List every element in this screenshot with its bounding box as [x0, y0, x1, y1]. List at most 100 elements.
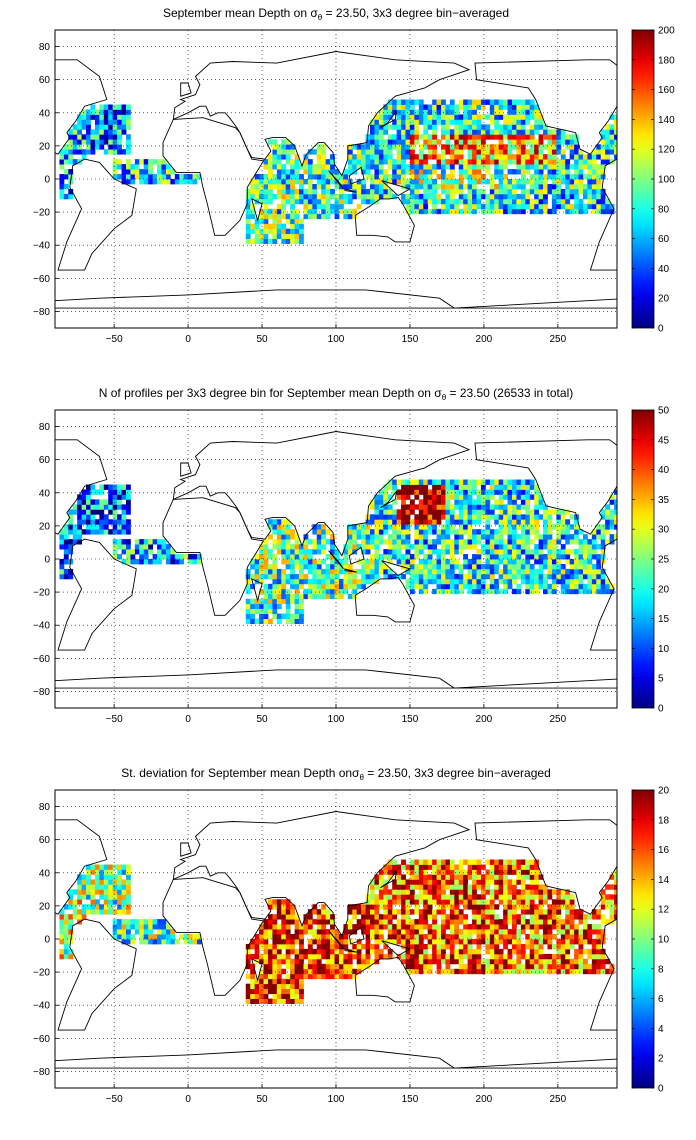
heatmap-cell [441, 934, 446, 940]
heatmap-cell [427, 134, 433, 140]
y-tick-label: 80 [39, 42, 51, 53]
heatmap-cell [387, 953, 393, 960]
heatmap-cell [480, 884, 486, 890]
heatmap-cell [157, 929, 162, 935]
heatmap-cell [569, 583, 575, 590]
heatmap-cell [276, 953, 282, 960]
heatmap-cell [511, 524, 517, 530]
heatmap-cell [432, 953, 437, 960]
heatmap-cell [378, 499, 384, 505]
heatmap-cell [449, 904, 455, 910]
heatmap-cell [449, 524, 455, 530]
heatmap-cell [485, 169, 491, 175]
heatmap-cell [445, 179, 451, 185]
heatmap-cell [330, 958, 335, 965]
heatmap-cell [276, 993, 282, 999]
heatmap-cell [467, 889, 473, 895]
heatmap-cell [161, 939, 167, 945]
heatmap-cell [272, 978, 278, 985]
heatmap-cell [59, 559, 65, 565]
heatmap-cell [392, 864, 398, 870]
heatmap-cell [569, 193, 575, 200]
heatmap-cell [556, 203, 562, 210]
x-tick-label: 250 [549, 1094, 566, 1105]
heatmap-cell [316, 588, 322, 595]
heatmap-cell [516, 583, 522, 590]
heatmap-cell [285, 973, 291, 980]
coastline-8 [348, 166, 365, 185]
heatmap-cell [458, 879, 464, 885]
heatmap-cell [250, 203, 256, 210]
heatmap-cell [472, 198, 477, 205]
heatmap-cell [383, 899, 389, 905]
heatmap-cell [170, 559, 176, 565]
heatmap-cell [578, 539, 584, 545]
heatmap-cell [290, 958, 295, 965]
heatmap-cell [343, 559, 349, 565]
heatmap-cell [285, 988, 291, 995]
heatmap-cell [551, 509, 557, 515]
heatmap-cell [463, 879, 469, 885]
heatmap-cell [365, 904, 371, 910]
heatmap-cell [596, 174, 602, 180]
heatmap-cell [467, 169, 473, 175]
heatmap-cell [103, 504, 109, 510]
heatmap-cell [511, 948, 517, 955]
heatmap-cell [458, 963, 464, 970]
heatmap-cell [254, 934, 260, 940]
heatmap-cell [392, 879, 398, 885]
heatmap-cell [441, 544, 446, 550]
heatmap-cell [285, 934, 291, 940]
heatmap-cell [316, 164, 322, 170]
heatmap-cell [520, 874, 526, 880]
heatmap-cell [436, 539, 442, 545]
heatmap-cell [467, 864, 473, 870]
heatmap-cell [591, 909, 597, 915]
heatmap-cell [72, 889, 78, 895]
heatmap-cell [494, 929, 500, 935]
heatmap-cell [507, 104, 513, 110]
heatmap-cell [503, 554, 508, 560]
heatmap-cell [285, 188, 291, 195]
heatmap-cell [117, 924, 122, 930]
heatmap-cell [520, 924, 526, 930]
heatmap-cell [276, 213, 282, 220]
heatmap-cell [534, 489, 540, 495]
heatmap-cell [418, 588, 424, 595]
heatmap-cell [511, 169, 517, 175]
heatmap-cell [409, 929, 415, 935]
heatmap-cell [494, 963, 500, 970]
heatmap-cell [458, 914, 464, 920]
heatmap-cell [338, 939, 344, 945]
heatmap-cell [600, 208, 606, 215]
heatmap-cell [578, 179, 584, 185]
heatmap-cell [307, 198, 313, 205]
heatmap-cell [520, 188, 526, 195]
heatmap-cell [427, 139, 433, 145]
heatmap-cell [325, 948, 331, 955]
heatmap-cell [312, 973, 318, 980]
heatmap-cell [520, 144, 526, 150]
heatmap-cell [307, 948, 313, 955]
heatmap-cell [325, 529, 331, 535]
heatmap-cell [405, 144, 411, 150]
heatmap-cell [498, 109, 504, 115]
heatmap-cell [529, 203, 535, 210]
heatmap-cell [432, 164, 437, 170]
heatmap-cell [254, 983, 260, 990]
heatmap-cell [303, 159, 309, 165]
heatmap-cell [276, 613, 282, 619]
heatmap-cell [449, 864, 455, 870]
heatmap-cell [534, 494, 540, 500]
heatmap-cell [511, 119, 517, 125]
heatmap-cell [94, 864, 100, 870]
heatmap-cell [467, 539, 473, 545]
heatmap-cell [276, 188, 282, 195]
heatmap-cell [467, 963, 473, 970]
heatmap-cell [334, 549, 340, 555]
heatmap-cell [90, 109, 96, 115]
heatmap-cell [405, 109, 411, 115]
heatmap-cell [423, 179, 429, 185]
heatmap-cell [418, 514, 424, 520]
heatmap-cell [596, 929, 602, 935]
